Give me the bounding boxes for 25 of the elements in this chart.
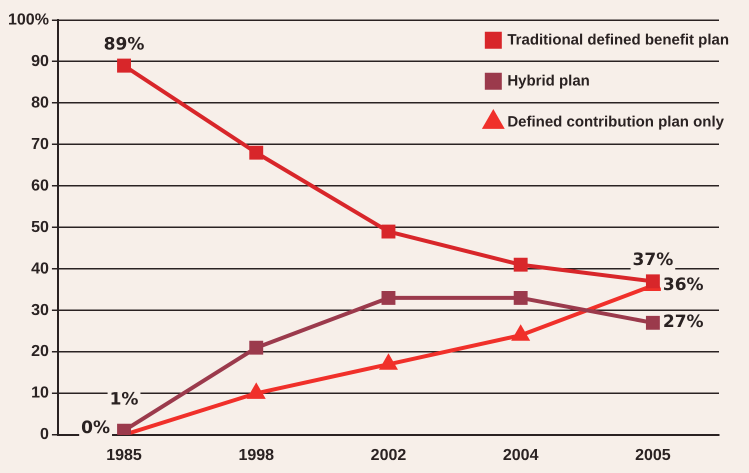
y-tick-label: 70 <box>31 136 50 153</box>
legend-label: Defined contribution plan only <box>507 113 725 130</box>
y-tick-label: 20 <box>31 343 50 360</box>
y-tick-label: 60 <box>31 177 50 194</box>
data-label: 89% <box>104 34 144 55</box>
y-tick-label: 50 <box>31 218 50 236</box>
y-tick-label: 30 <box>31 302 50 319</box>
y-tick-label: 10 <box>31 384 50 402</box>
y-tick-label: 90 <box>31 52 50 70</box>
data-label: 36% <box>662 274 704 295</box>
legend-label: Hybrid plan <box>507 72 590 90</box>
x-tick-label: 2005 <box>635 446 671 464</box>
x-tick-label: 2004 <box>502 446 539 464</box>
x-tick-label: 1985 <box>106 446 142 464</box>
y-tick-label: 100% <box>8 11 49 28</box>
y-tick-label: 80 <box>31 94 50 112</box>
data-label: 1% <box>110 390 138 410</box>
x-tick-label: 2002 <box>370 446 406 464</box>
legend-label: Traditional defined benefit plan <box>507 31 730 48</box>
x-tick-label: 1998 <box>238 446 274 464</box>
data-label: 37% <box>632 250 674 270</box>
data-label: 0% <box>81 418 110 438</box>
y-tick-label: 40 <box>31 260 50 278</box>
y-tick-label: 0 <box>40 426 50 444</box>
data-label: 27% <box>662 312 704 332</box>
